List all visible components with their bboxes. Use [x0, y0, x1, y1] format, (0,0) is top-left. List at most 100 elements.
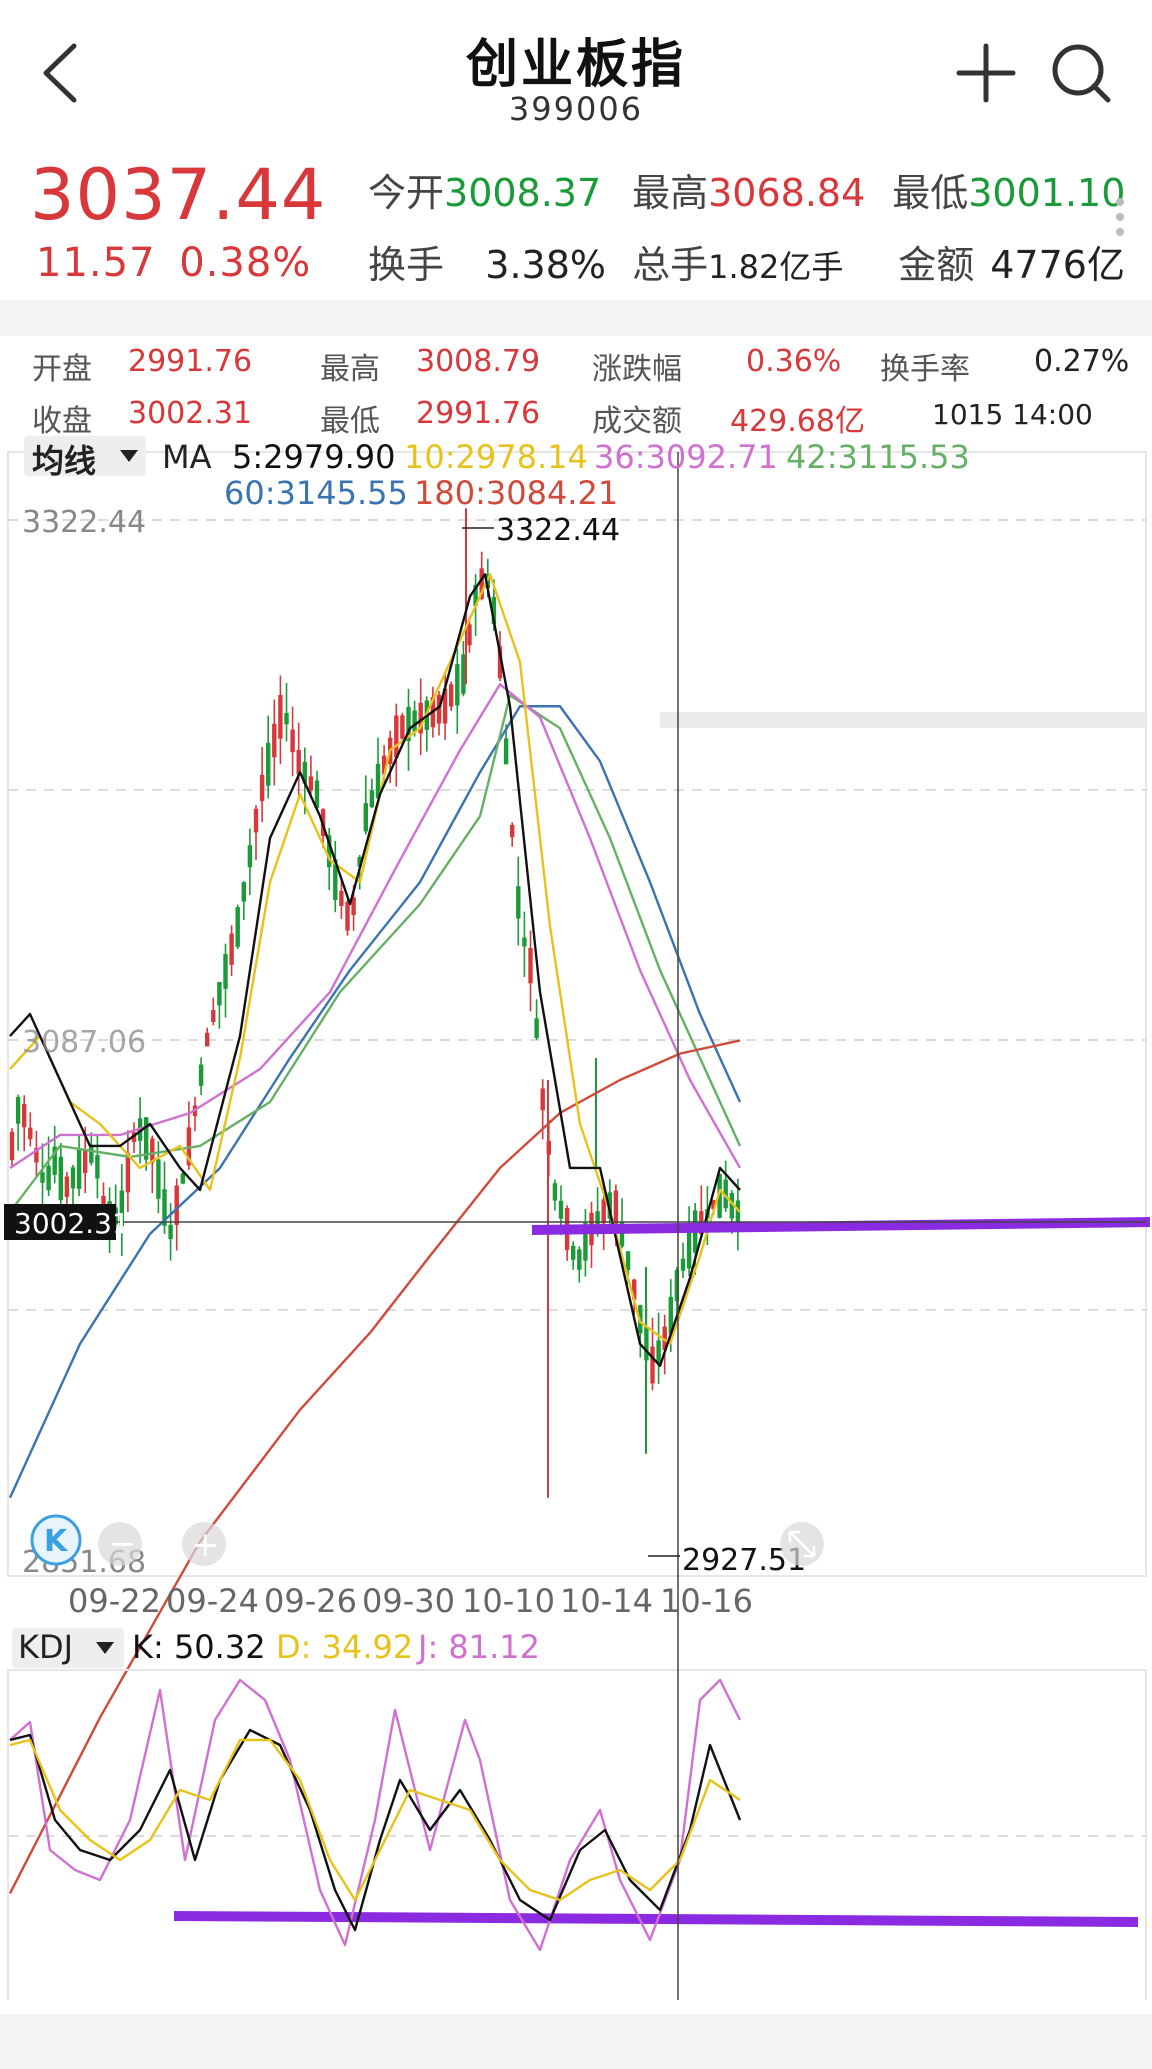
kline-chart[interactable]: 3002.313322.443087.062851.683322.442927.… — [0, 436, 1152, 2000]
candle-body — [314, 780, 320, 808]
candle-body — [217, 982, 222, 1006]
volume-value: 1.82亿手 — [708, 248, 844, 286]
more-dots-icon[interactable] — [1114, 198, 1126, 248]
candle-body — [583, 1223, 588, 1261]
quote-row-1: 今开3008.37 最高3068.84 最低3001.10 — [368, 162, 1125, 217]
zoom-in-button[interactable]: + — [182, 1522, 226, 1566]
separator — [0, 300, 1152, 336]
date-label: 09-30 — [362, 1582, 455, 1620]
kdj-d-value: D: 34.92 — [276, 1628, 414, 1666]
open-label: 今开 — [368, 171, 445, 215]
candle-body — [198, 1064, 204, 1086]
ci-turn-value: 0.27% — [1034, 344, 1130, 379]
candle-body — [540, 1088, 545, 1111]
candle-body — [455, 664, 460, 706]
candle-body — [528, 948, 533, 984]
candle-body — [327, 835, 332, 868]
fullscreen-button[interactable] — [780, 1522, 824, 1566]
candle-body — [247, 845, 253, 868]
candle-body — [656, 1340, 661, 1363]
search-icon — [1052, 44, 1111, 103]
candle-body — [668, 1296, 673, 1334]
ci-pct-label: 涨跌幅 — [592, 352, 682, 387]
search-button[interactable] — [1048, 40, 1114, 106]
candle-body — [473, 584, 478, 607]
ci-amount-label: 成交额 — [592, 404, 682, 439]
candle-body — [619, 1221, 625, 1247]
indicator-selector[interactable]: 均线 — [24, 436, 146, 480]
turnover-value: 3.38% — [485, 243, 607, 287]
high-value: 3068.84 — [708, 171, 866, 215]
crosshair-price-box — [4, 1204, 116, 1240]
candle-body — [162, 1189, 167, 1226]
candle-body — [400, 715, 405, 739]
candle-body — [345, 901, 350, 931]
zoom-out-button[interactable]: − — [98, 1522, 142, 1566]
candle-body — [241, 882, 246, 902]
candle-body — [296, 749, 301, 775]
quote-panel: 3037.44 11.57 0.38% 今开3008.37 最高3068.84 … — [0, 140, 1152, 300]
candle-body — [461, 654, 466, 694]
kdj-selector[interactable]: KDJ — [12, 1628, 124, 1668]
ma60-value: 60:3145.55 — [224, 474, 408, 512]
bottom-bar — [0, 2014, 1152, 2069]
back-arrow-icon — [43, 43, 77, 103]
candle-body — [284, 712, 289, 725]
price-axis-mid: 3087.06 — [22, 1025, 146, 1060]
candle-body — [125, 1153, 131, 1193]
candle-body — [479, 568, 484, 599]
candle-body — [686, 1225, 692, 1269]
candle-body — [235, 907, 240, 947]
candle-body — [662, 1326, 667, 1350]
ma180-line — [8, 1039, 741, 1895]
ma-legend: 均线 MA 5:2979.90 10:2978.14 36:3092.71 42… — [0, 436, 1152, 516]
candle-body — [229, 933, 234, 965]
candle-body — [607, 1192, 612, 1219]
chart-frame — [7, 451, 1147, 1577]
candle-body — [144, 1117, 149, 1160]
header: 创业板指 399006 — [0, 0, 1152, 140]
ma36-value: 36:3092.71 — [594, 438, 778, 476]
ma5-line — [9, 573, 741, 1368]
candle-body — [211, 1010, 216, 1022]
kdj-k-line — [9, 1728, 742, 1932]
candle-body — [735, 1200, 741, 1230]
candle-body — [723, 1179, 728, 1209]
ma60-line — [8, 705, 742, 1499]
selector-label: 均线 — [32, 442, 97, 480]
amount-label: 金额 — [898, 243, 975, 287]
kdj-j-line — [9, 1678, 742, 1952]
back-button[interactable] — [34, 38, 94, 108]
candle-body — [180, 1173, 185, 1184]
candle-body — [577, 1249, 582, 1270]
candle-body — [674, 1270, 680, 1302]
ci-turn-label: 换手率 — [880, 352, 970, 387]
k-icon-circle — [30, 1514, 82, 1566]
change-value: 11.57 — [36, 240, 156, 286]
add-button[interactable] — [955, 42, 1017, 104]
candle-body — [52, 1146, 57, 1175]
candle-body — [351, 897, 356, 916]
support-line-price — [531, 1217, 1151, 1235]
candle-body — [58, 1156, 63, 1201]
candle-body — [436, 694, 442, 724]
amount-value: 4776亿 — [990, 243, 1125, 287]
k-button[interactable]: K — [30, 1514, 82, 1566]
candle-body — [552, 1183, 558, 1201]
ci-time: 1015 14:00 — [932, 398, 1093, 431]
ma10-line — [9, 573, 741, 1346]
ci-close-value: 3002.31 — [128, 396, 253, 431]
ci-low-label: 最低 — [320, 404, 380, 439]
date-label: 10-10 — [462, 1582, 555, 1620]
kdj-k-value: K: 50.32 — [132, 1628, 266, 1666]
stock-code: 399006 — [508, 90, 644, 128]
candle-body — [381, 755, 387, 775]
candle-body — [89, 1146, 94, 1163]
minus-icon: − — [108, 1524, 137, 1564]
candle-body — [357, 856, 362, 867]
highlight-band — [660, 712, 1146, 728]
date-label: 10-14 — [560, 1582, 653, 1620]
ci-close-label: 收盘 — [32, 404, 92, 439]
candle-body — [418, 702, 423, 734]
candle-body — [302, 761, 307, 784]
